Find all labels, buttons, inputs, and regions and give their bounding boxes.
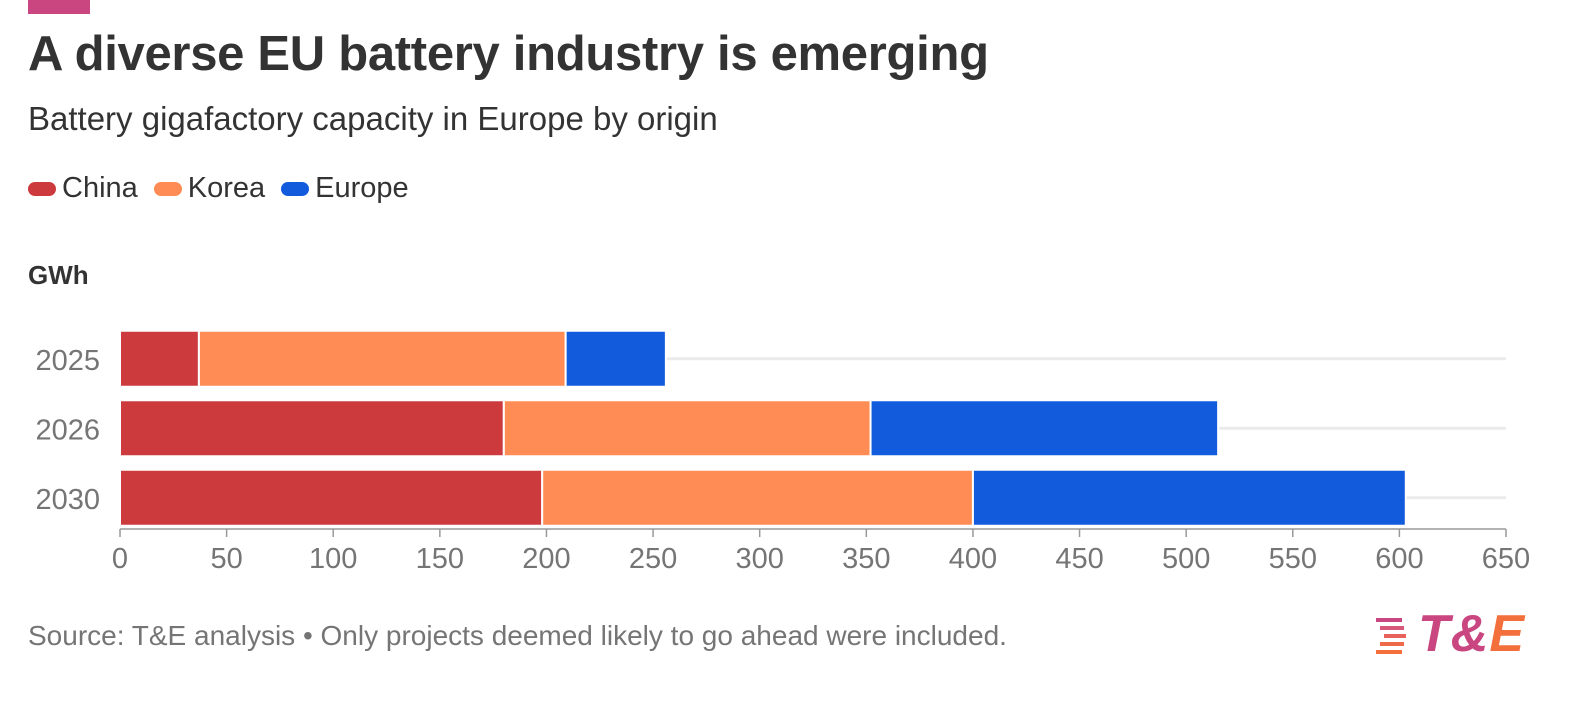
chart-subtitle: Battery gigafactory capacity in Europe b… [28, 100, 718, 137]
x-tick-label-350: 350 [842, 543, 890, 575]
legend-label-korea: Korea [187, 172, 266, 204]
x-tick-label-600: 600 [1375, 543, 1423, 575]
bar-2025-china [119, 329, 200, 388]
bar-2026-europe [869, 399, 1220, 458]
x-tick-label-550: 550 [1269, 543, 1317, 575]
bar-2030-korea [541, 468, 974, 527]
te-logo: T&E [1372, 604, 1547, 664]
legend-label-china: China [62, 172, 138, 204]
logo-text-part1: T& [1418, 605, 1490, 663]
legend-item-china: China [28, 172, 138, 205]
source-note: Source: T&E analysis • Only projects dee… [28, 620, 1007, 651]
x-tick-label-150: 150 [416, 543, 464, 575]
bar-2030-europe [971, 468, 1407, 527]
x-tick-label-400: 400 [949, 543, 997, 575]
x-tick-label-300: 300 [735, 543, 783, 575]
bar-2025-korea [197, 329, 567, 388]
x-tick-label-500: 500 [1162, 543, 1210, 575]
x-tick-label-450: 450 [1055, 543, 1103, 575]
x-tick-label-650: 650 [1482, 543, 1530, 575]
x-tick-label-250: 250 [629, 543, 677, 575]
accent-bar [28, 0, 90, 14]
legend-item-europe: Europe [281, 172, 409, 205]
x-tick-label-100: 100 [309, 543, 357, 575]
x-tick-label-200: 200 [522, 543, 570, 575]
speed-lines-icon [1376, 618, 1406, 654]
legend-swatch-europe [281, 181, 310, 196]
bar-chart: 2025 2026 2030 0 50 100 150 200 250 300 350 400 450 5… [35, 329, 1530, 575]
chart-title: A diverse EU battery industry is emergin… [28, 27, 989, 81]
logo-text: T&E [1418, 604, 1525, 664]
legend-swatch-china [28, 181, 56, 196]
bar-2026-korea [502, 399, 872, 458]
bar-2026-china [119, 399, 505, 458]
logo-text-part2: E [1489, 605, 1526, 663]
legend: China Korea Europe [28, 172, 425, 205]
x-tick-label-0: 0 [112, 543, 128, 575]
legend-label-europe: Europe [315, 172, 409, 204]
legend-swatch-korea [153, 181, 182, 196]
x-tick-label-50: 50 [210, 543, 242, 575]
y-tick-label-2030: 2030 [35, 484, 100, 516]
y-tick-label-2026: 2026 [35, 414, 100, 446]
bar-2025-europe [564, 329, 667, 388]
legend-item-korea: Korea [153, 172, 266, 205]
unit-label: GWh [28, 260, 89, 290]
y-tick-label-2025: 2025 [35, 345, 100, 377]
bar-2030-china [119, 468, 544, 527]
